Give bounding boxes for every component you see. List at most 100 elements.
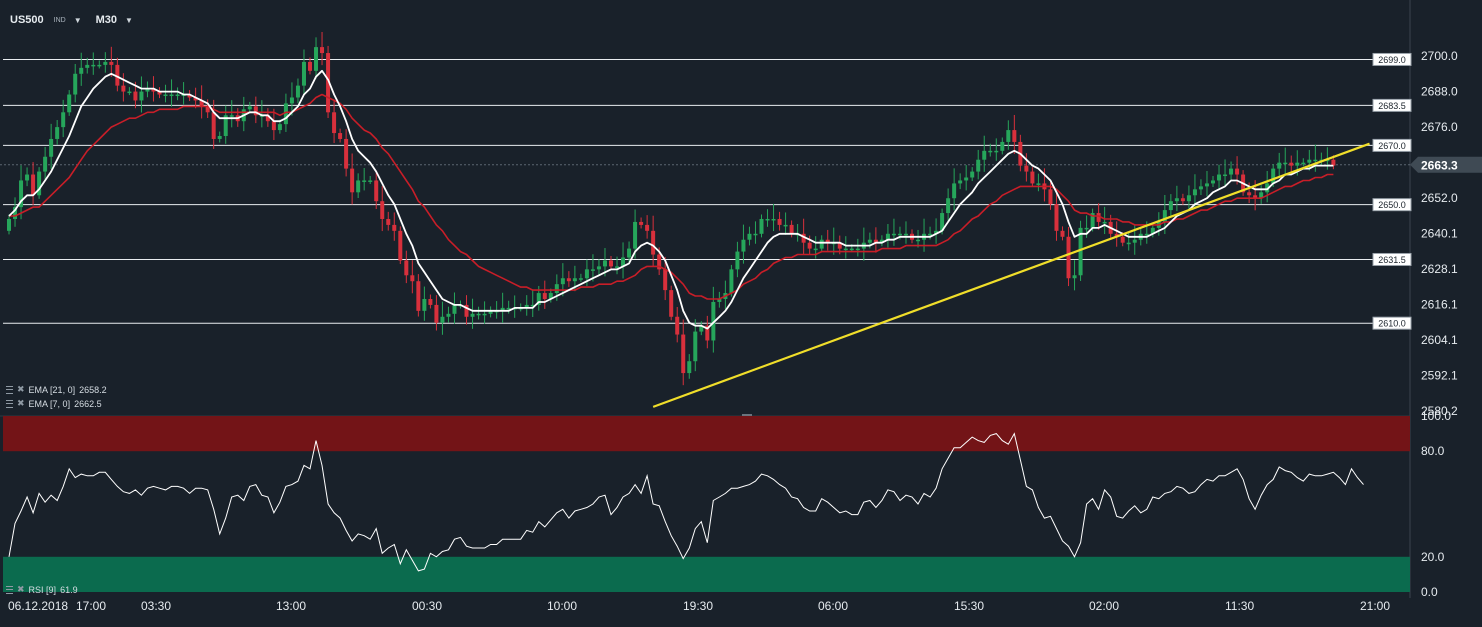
candle-body: [735, 251, 740, 270]
candle-body: [542, 293, 547, 299]
x-tick-label: 19:30: [683, 599, 713, 613]
candle-body: [560, 278, 565, 285]
candle-body: [1012, 130, 1017, 142]
candle-body: [73, 73, 78, 95]
candle-body: [789, 224, 794, 234]
candle-body: [434, 304, 439, 323]
x-axis-band: [0, 598, 1482, 622]
candle-body: [482, 313, 487, 316]
rsi-line: [8, 432, 1364, 572]
candle-body: [1247, 192, 1252, 196]
candle-body: [314, 47, 319, 71]
ema21-value: 2658.2: [79, 384, 107, 395]
candle-body: [332, 112, 337, 134]
rsi-legend[interactable]: ✖ RSI [9] 61.9: [6, 584, 78, 595]
candle-body: [452, 304, 457, 314]
x-tick-label: 15:30: [954, 599, 984, 613]
candle-body: [1271, 168, 1276, 184]
rsi-overbought-band: [3, 416, 1410, 452]
rsi-oversold-band: [3, 556, 1410, 592]
candle-body: [699, 325, 704, 332]
close-icon[interactable]: ✖: [17, 384, 25, 394]
candle-body: [392, 224, 397, 231]
candle-body: [952, 183, 957, 199]
candle-body: [163, 94, 168, 97]
candle-body: [1000, 141, 1005, 151]
candle-body: [1253, 195, 1258, 199]
close-icon[interactable]: ✖: [17, 584, 25, 594]
candle-body: [13, 207, 18, 219]
candle-body: [344, 138, 349, 169]
rsi-tick-label: 0.0: [1421, 585, 1438, 599]
x-tick-label: 00:30: [412, 599, 442, 613]
candle-body: [946, 198, 951, 214]
price-level-label: 2670.0: [1378, 141, 1406, 151]
candle-body: [1168, 201, 1173, 211]
ema21-label: EMA [21, 0]: [28, 384, 76, 395]
candle-body: [627, 248, 632, 258]
ema21-legend[interactable]: ✖ EMA [21, 0] 2658.2: [6, 384, 107, 395]
settings-list-icon[interactable]: [6, 385, 13, 394]
candle-body: [1096, 213, 1101, 222]
candle-body: [958, 180, 963, 184]
timeframe-label[interactable]: M30: [95, 14, 118, 26]
candle-body: [277, 124, 282, 131]
candle-body: [524, 304, 529, 308]
ema7-legend[interactable]: ✖ EMA [7, 0] 2662.5: [6, 398, 102, 409]
candle-body: [645, 224, 650, 231]
candle-body: [103, 61, 108, 65]
settings-list-icon[interactable]: [6, 399, 13, 408]
candle-body: [970, 171, 975, 178]
candle-body: [1192, 189, 1197, 196]
price-level-label-box: [1372, 98, 1412, 112]
candle-body: [25, 174, 30, 181]
candle-body: [1162, 210, 1167, 222]
candle-body: [897, 233, 902, 236]
candle-body: [825, 239, 830, 243]
candle-body: [115, 64, 120, 86]
candle-body: [934, 230, 939, 234]
price-level-label: 2610.0: [1378, 319, 1406, 329]
candle-body: [1180, 198, 1185, 202]
candle-body: [386, 218, 391, 225]
candle-body: [55, 127, 60, 139]
candle-body: [1331, 159, 1336, 166]
close-icon[interactable]: ✖: [17, 398, 25, 408]
candle-body: [446, 313, 451, 317]
candle-body: [837, 242, 842, 249]
candle-body: [1235, 168, 1240, 175]
y-tick-label: 2652.0: [1421, 191, 1458, 205]
symbol-label[interactable]: US500: [10, 14, 44, 26]
ema7-value: 2662.5: [74, 398, 102, 409]
candle-body: [247, 106, 252, 110]
price-level-label-box: [1372, 198, 1412, 212]
candle-body: [145, 88, 150, 92]
settings-list-icon[interactable]: [6, 585, 13, 594]
candle-body: [590, 269, 595, 271]
candle-body: [1198, 186, 1203, 190]
symbol-dropdown-icon[interactable]: ▼: [73, 15, 82, 25]
rsi-tick-label: 20.0: [1421, 550, 1445, 564]
candle-body: [31, 174, 36, 196]
candle-body: [717, 298, 722, 302]
candle-body: [1217, 174, 1222, 181]
candle-body: [91, 64, 96, 67]
candle-body: [639, 221, 644, 225]
x-tick-label: 06.12.2018: [8, 599, 68, 613]
y-tick-label: 2604.1: [1421, 333, 1458, 347]
candle-body: [67, 94, 72, 113]
candle-body: [464, 304, 469, 317]
price-level-label-box: [1372, 252, 1412, 266]
candle-body: [1120, 236, 1125, 243]
candle-body: [609, 260, 613, 267]
ema7-line: [8, 69, 1334, 330]
y-tick-label: 2592.1: [1421, 369, 1458, 383]
candle-body: [1259, 192, 1264, 199]
price-level-label-box: [1372, 316, 1412, 330]
candle-body: [79, 67, 84, 74]
price-level-label: 2683.5: [1378, 101, 1406, 111]
timeframe-dropdown-icon[interactable]: ▼: [125, 15, 133, 25]
candle-body: [308, 61, 312, 71]
x-tick-label: 13:00: [276, 599, 306, 613]
